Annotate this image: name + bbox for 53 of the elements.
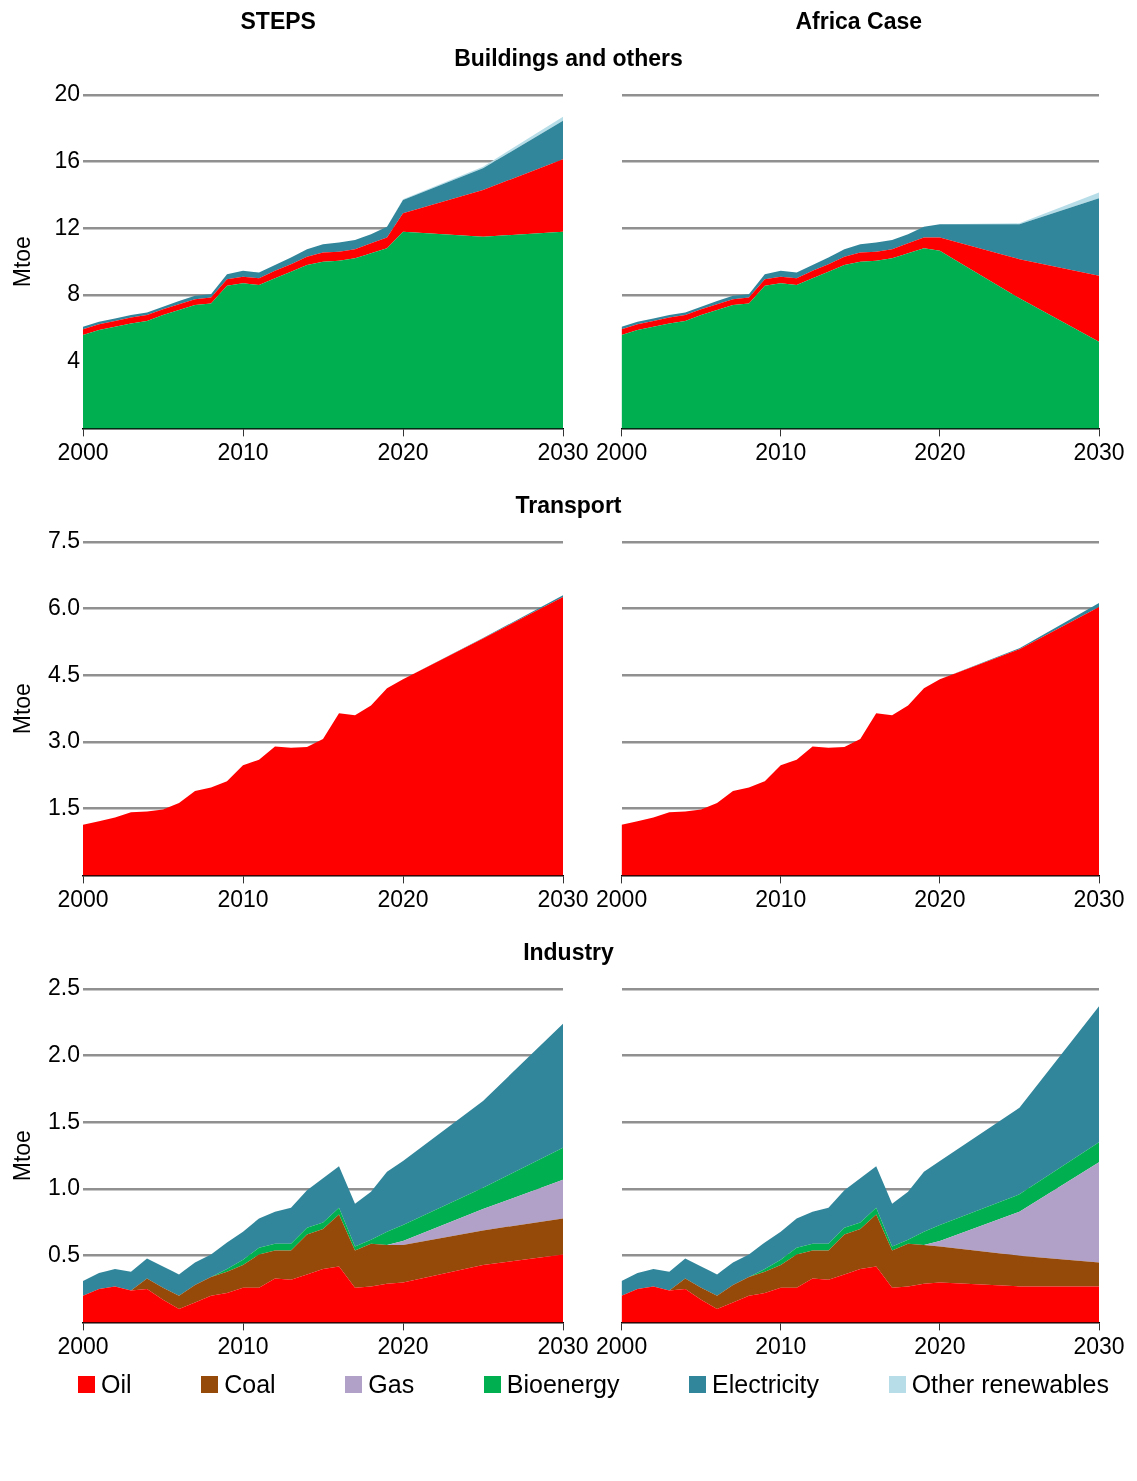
x-tick-label: 2030 <box>537 885 589 912</box>
chart-title: Industry <box>522 939 615 967</box>
x-tick-label: 2020 <box>914 1332 966 1359</box>
legend-label: Electricity <box>712 1370 820 1399</box>
x-tick-label: 2020 <box>914 438 966 465</box>
x-tick-label: 2020 <box>377 1332 429 1359</box>
x-tick-label: 2010 <box>217 438 269 465</box>
x-tick-label: 2000 <box>596 1332 648 1359</box>
y-axis-title: Mtoe <box>9 236 36 288</box>
y-tick-label: 20 <box>54 80 80 107</box>
y-tick-label: 0.5 <box>48 1241 80 1268</box>
y-tick-label: 12 <box>54 213 80 240</box>
x-tick-label: 2030 <box>537 1332 589 1359</box>
y-tick-label: 4 <box>67 347 81 374</box>
legend-label: Coal <box>224 1370 276 1399</box>
y-tick-label: 16 <box>54 147 80 174</box>
y-axis-title: Mtoe <box>9 683 36 735</box>
x-tick-label: 2010 <box>217 1332 269 1359</box>
y-tick-label: 2.5 <box>48 974 80 1001</box>
y-tick-label: 1.5 <box>48 1107 80 1134</box>
x-tick-label: 2030 <box>1073 438 1125 465</box>
x-tick-label: 2030 <box>537 438 589 465</box>
legend-label: Bioenergy <box>506 1370 620 1399</box>
legend-label: Gas <box>368 1370 415 1399</box>
legend-label: Other renewables <box>911 1370 1109 1399</box>
x-tick-label: 2020 <box>914 885 966 912</box>
x-tick-label: 2020 <box>377 885 429 912</box>
chart-title: Transport <box>514 492 623 520</box>
y-tick-label: 1.5 <box>48 794 80 821</box>
y-tick-label: 2.0 <box>48 1041 80 1068</box>
x-tick-label: 2010 <box>755 1332 807 1359</box>
x-tick-label: 2000 <box>57 438 109 465</box>
x-tick-label: 2000 <box>596 885 648 912</box>
x-tick-label: 2020 <box>377 438 429 465</box>
x-tick-label: 2000 <box>57 1332 109 1359</box>
legend-label: Oil <box>101 1370 132 1399</box>
x-tick-label: 2000 <box>57 885 109 912</box>
y-tick-label: 4.5 <box>48 660 80 687</box>
x-tick-label: 2030 <box>1073 1332 1125 1359</box>
y-tick-label: 3.0 <box>48 727 80 754</box>
x-tick-label: 2010 <box>217 885 269 912</box>
y-tick-label: 6.0 <box>48 594 80 621</box>
x-tick-label: 2010 <box>755 885 807 912</box>
y-tick-label: 7.5 <box>48 527 80 554</box>
y-axis-title: Mtoe <box>9 1130 36 1182</box>
y-tick-label: 1.0 <box>48 1174 80 1201</box>
chart-title: Buildings and others <box>453 45 684 73</box>
chart-subtitle: Africa Case <box>794 8 924 35</box>
x-tick-label: 2010 <box>755 438 807 465</box>
chart-subtitle: STEPS <box>239 8 317 35</box>
y-tick-label: 8 <box>67 280 80 307</box>
x-tick-label: 2030 <box>1073 885 1125 912</box>
x-tick-label: 2000 <box>596 438 648 465</box>
